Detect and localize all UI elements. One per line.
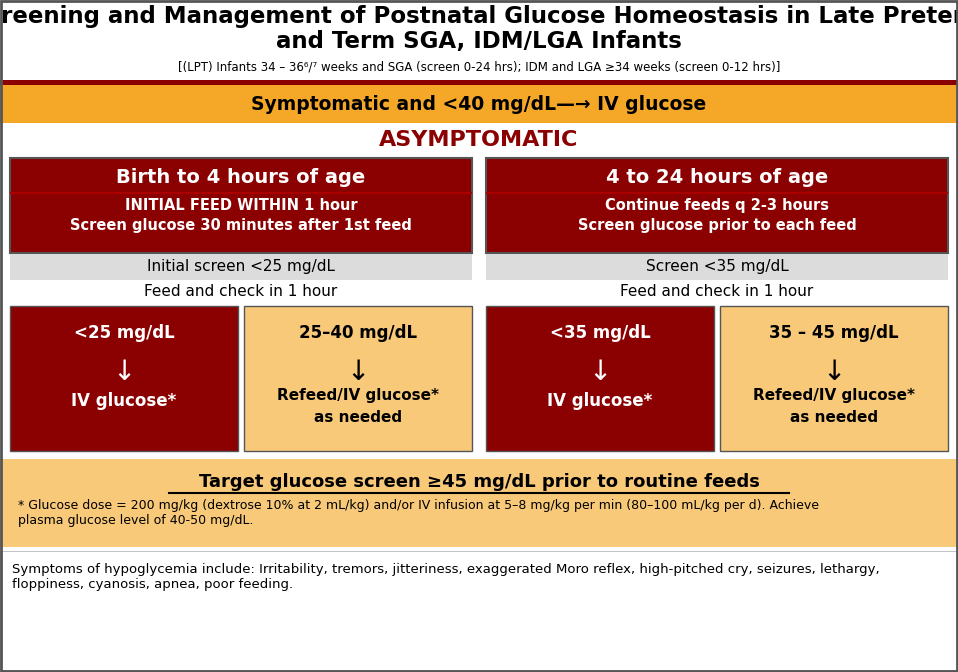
Bar — [10, 254, 472, 280]
Bar — [0, 85, 958, 123]
Text: IV glucose*: IV glucose* — [72, 392, 176, 410]
Text: Feed and check in 1 hour: Feed and check in 1 hour — [145, 284, 337, 299]
Bar — [486, 158, 948, 253]
Bar — [10, 158, 472, 253]
Text: [(LPT) Infants 34 – 36⁶/⁷ weeks and SGA (screen 0-24 hrs); IDM and LGA ≥34 weeks: [(LPT) Infants 34 – 36⁶/⁷ weeks and SGA … — [178, 60, 780, 73]
Text: as needed: as needed — [314, 410, 402, 425]
Text: ↓: ↓ — [112, 358, 136, 386]
Text: Target glucose screen ≥45 mg/dL prior to routine feeds: Target glucose screen ≥45 mg/dL prior to… — [198, 473, 760, 491]
Text: Refeed/IV glucose*: Refeed/IV glucose* — [277, 388, 439, 403]
Text: <25 mg/dL: <25 mg/dL — [74, 324, 174, 342]
Text: ↓: ↓ — [588, 358, 611, 386]
Text: INITIAL FEED WITHIN 1 hour: INITIAL FEED WITHIN 1 hour — [125, 198, 357, 213]
Text: 35 – 45 mg/dL: 35 – 45 mg/dL — [769, 324, 899, 342]
Text: IV glucose*: IV glucose* — [547, 392, 652, 410]
Text: ↓: ↓ — [822, 358, 846, 386]
Bar — [244, 306, 472, 451]
Bar — [0, 80, 958, 85]
Text: Initial screen <25 mg/dL: Initial screen <25 mg/dL — [147, 259, 335, 274]
Text: Refeed/IV glucose*: Refeed/IV glucose* — [753, 388, 915, 403]
Text: Screening and Management of Postnatal Glucose Homeostasis in Late Preterm: Screening and Management of Postnatal Gl… — [0, 5, 958, 28]
Bar — [0, 551, 958, 670]
Text: Screen glucose 30 minutes after 1st feed: Screen glucose 30 minutes after 1st feed — [70, 218, 412, 233]
Text: ↓: ↓ — [347, 358, 370, 386]
Text: Birth to 4 hours of age: Birth to 4 hours of age — [116, 168, 366, 187]
Text: <35 mg/dL: <35 mg/dL — [550, 324, 650, 342]
Text: * Glucose dose = 200 mg/kg (dextrose 10% at 2 mL/kg) and/or IV infusion at 5–8 m: * Glucose dose = 200 mg/kg (dextrose 10%… — [18, 499, 819, 527]
Text: 4 to 24 hours of age: 4 to 24 hours of age — [605, 168, 828, 187]
Bar — [720, 306, 948, 451]
Text: Feed and check in 1 hour: Feed and check in 1 hour — [621, 284, 813, 299]
Text: Symptoms of hypoglycemia include: Irritability, tremors, jitteriness, exaggerate: Symptoms of hypoglycemia include: Irrita… — [12, 563, 879, 591]
Text: as needed: as needed — [790, 410, 878, 425]
Bar — [10, 192, 472, 194]
Bar — [486, 254, 948, 280]
Bar — [10, 306, 238, 451]
Text: Screen <35 mg/dL: Screen <35 mg/dL — [646, 259, 788, 274]
Text: Symptomatic and <40 mg/dL—→ IV glucose: Symptomatic and <40 mg/dL—→ IV glucose — [251, 95, 707, 114]
Bar — [0, 459, 958, 547]
Text: and Term SGA, IDM/LGA Infants: and Term SGA, IDM/LGA Infants — [276, 30, 682, 53]
Text: Continue feeds q 2-3 hours: Continue feeds q 2-3 hours — [605, 198, 829, 213]
Text: ASYMPTOMATIC: ASYMPTOMATIC — [379, 130, 579, 150]
Text: Screen glucose prior to each feed: Screen glucose prior to each feed — [578, 218, 856, 233]
Text: 25–40 mg/dL: 25–40 mg/dL — [299, 324, 417, 342]
Bar — [486, 306, 714, 451]
Bar — [486, 192, 948, 194]
